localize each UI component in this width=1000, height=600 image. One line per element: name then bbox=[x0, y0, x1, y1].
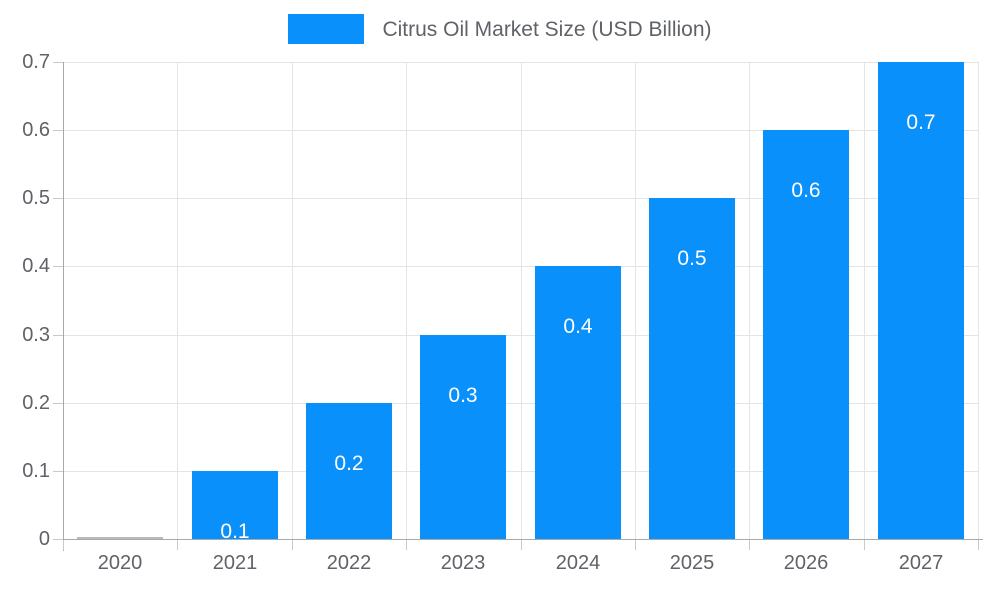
y-axis-tick-mark bbox=[53, 130, 63, 131]
y-axis-tick-mark bbox=[53, 198, 63, 199]
y-axis-tick-label: 0.3 bbox=[22, 324, 50, 346]
x-axis-line bbox=[53, 539, 983, 540]
chart-legend: Citrus Oil Market Size (USD Billion) bbox=[0, 0, 1000, 58]
x-axis-tick-label-2023: 2023 bbox=[440, 552, 486, 574]
gridline-vertical bbox=[749, 62, 750, 539]
gridline-vertical bbox=[406, 62, 407, 539]
x-axis-tick-mark bbox=[63, 540, 64, 550]
y-axis-tick-label: 0.7 bbox=[22, 51, 50, 73]
x-axis-tick-label-2021: 2021 bbox=[212, 552, 258, 574]
gridline-horizontal bbox=[63, 471, 978, 472]
x-axis-tick-mark bbox=[406, 540, 407, 550]
legend-entry-series-1[interactable]: Citrus Oil Market Size (USD Billion) bbox=[288, 14, 712, 44]
gridline-horizontal bbox=[63, 403, 978, 404]
y-axis-tick-label: 0.5 bbox=[22, 187, 50, 209]
bar-2026[interactable] bbox=[763, 130, 849, 539]
gridline-horizontal bbox=[63, 266, 978, 267]
x-axis-tick-label-2026: 2026 bbox=[783, 552, 829, 574]
plot-area: 0.1 0.2 0.3 0.4 0.5 0.6 0.7 bbox=[63, 62, 979, 543]
bar-2020[interactable] bbox=[77, 537, 163, 539]
y-axis-tick-label: 0.6 bbox=[22, 119, 50, 141]
bar-2022[interactable] bbox=[306, 403, 392, 539]
gridline-vertical bbox=[864, 62, 865, 539]
x-axis-tick-label-2022: 2022 bbox=[326, 552, 372, 574]
x-axis-tick-mark bbox=[635, 540, 636, 550]
y-axis-tick-mark bbox=[53, 539, 63, 540]
gridline-vertical bbox=[978, 62, 979, 539]
bar-value-label-2023: 0.3 bbox=[448, 384, 478, 407]
y-axis-tick-label: 0.4 bbox=[22, 255, 50, 277]
bar-2023[interactable] bbox=[420, 335, 506, 539]
bar-value-label-2024: 0.4 bbox=[563, 315, 593, 338]
x-axis-tick-mark bbox=[177, 540, 178, 550]
y-axis-tick-label: 0 bbox=[38, 528, 50, 550]
y-axis-tick-mark bbox=[53, 62, 63, 63]
y-axis-tick-label: 0.2 bbox=[22, 392, 50, 414]
x-axis-tick-mark bbox=[864, 540, 865, 550]
y-axis-tick-mark bbox=[53, 471, 63, 472]
legend-label-series-1: Citrus Oil Market Size (USD Billion) bbox=[382, 17, 712, 41]
bar-2024[interactable] bbox=[535, 266, 621, 539]
gridline-vertical bbox=[635, 62, 636, 539]
x-axis-tick-mark bbox=[292, 540, 293, 550]
legend-swatch-series-1[interactable] bbox=[288, 14, 365, 44]
x-axis-tick-mark bbox=[749, 540, 750, 550]
bar-2025[interactable] bbox=[649, 198, 735, 539]
x-axis-tick-label-2025: 2025 bbox=[669, 552, 715, 574]
bar-value-label-2026: 0.6 bbox=[791, 179, 821, 202]
y-axis-tick-mark bbox=[53, 266, 63, 267]
bar-value-label-2021: 0.1 bbox=[220, 520, 250, 543]
y-axis-tick-label: 0.1 bbox=[22, 460, 50, 482]
x-axis-tick-label-2024: 2024 bbox=[555, 552, 601, 574]
gridline-vertical bbox=[177, 62, 178, 539]
gridline-vertical bbox=[521, 62, 522, 539]
bar-value-label-2025: 0.5 bbox=[677, 247, 707, 270]
gridline-horizontal bbox=[63, 130, 978, 131]
x-axis-tick-mark bbox=[978, 540, 979, 550]
bar-2021[interactable] bbox=[192, 471, 278, 539]
y-axis-tick-mark bbox=[53, 403, 63, 404]
x-axis-tick-label-2020: 2020 bbox=[97, 552, 143, 574]
x-axis-tick-label-2027: 2027 bbox=[898, 552, 944, 574]
y-axis-line bbox=[63, 62, 64, 551]
gridline-vertical bbox=[292, 62, 293, 539]
bar-2027[interactable] bbox=[878, 62, 964, 539]
gridline-horizontal bbox=[63, 198, 978, 199]
x-axis-tick-mark bbox=[521, 540, 522, 550]
bar-value-label-2022: 0.2 bbox=[334, 452, 364, 475]
bar-value-label-2027: 0.7 bbox=[906, 111, 936, 134]
gridline-horizontal bbox=[63, 62, 978, 63]
y-axis-tick-mark bbox=[53, 335, 63, 336]
gridline-horizontal bbox=[63, 335, 978, 336]
